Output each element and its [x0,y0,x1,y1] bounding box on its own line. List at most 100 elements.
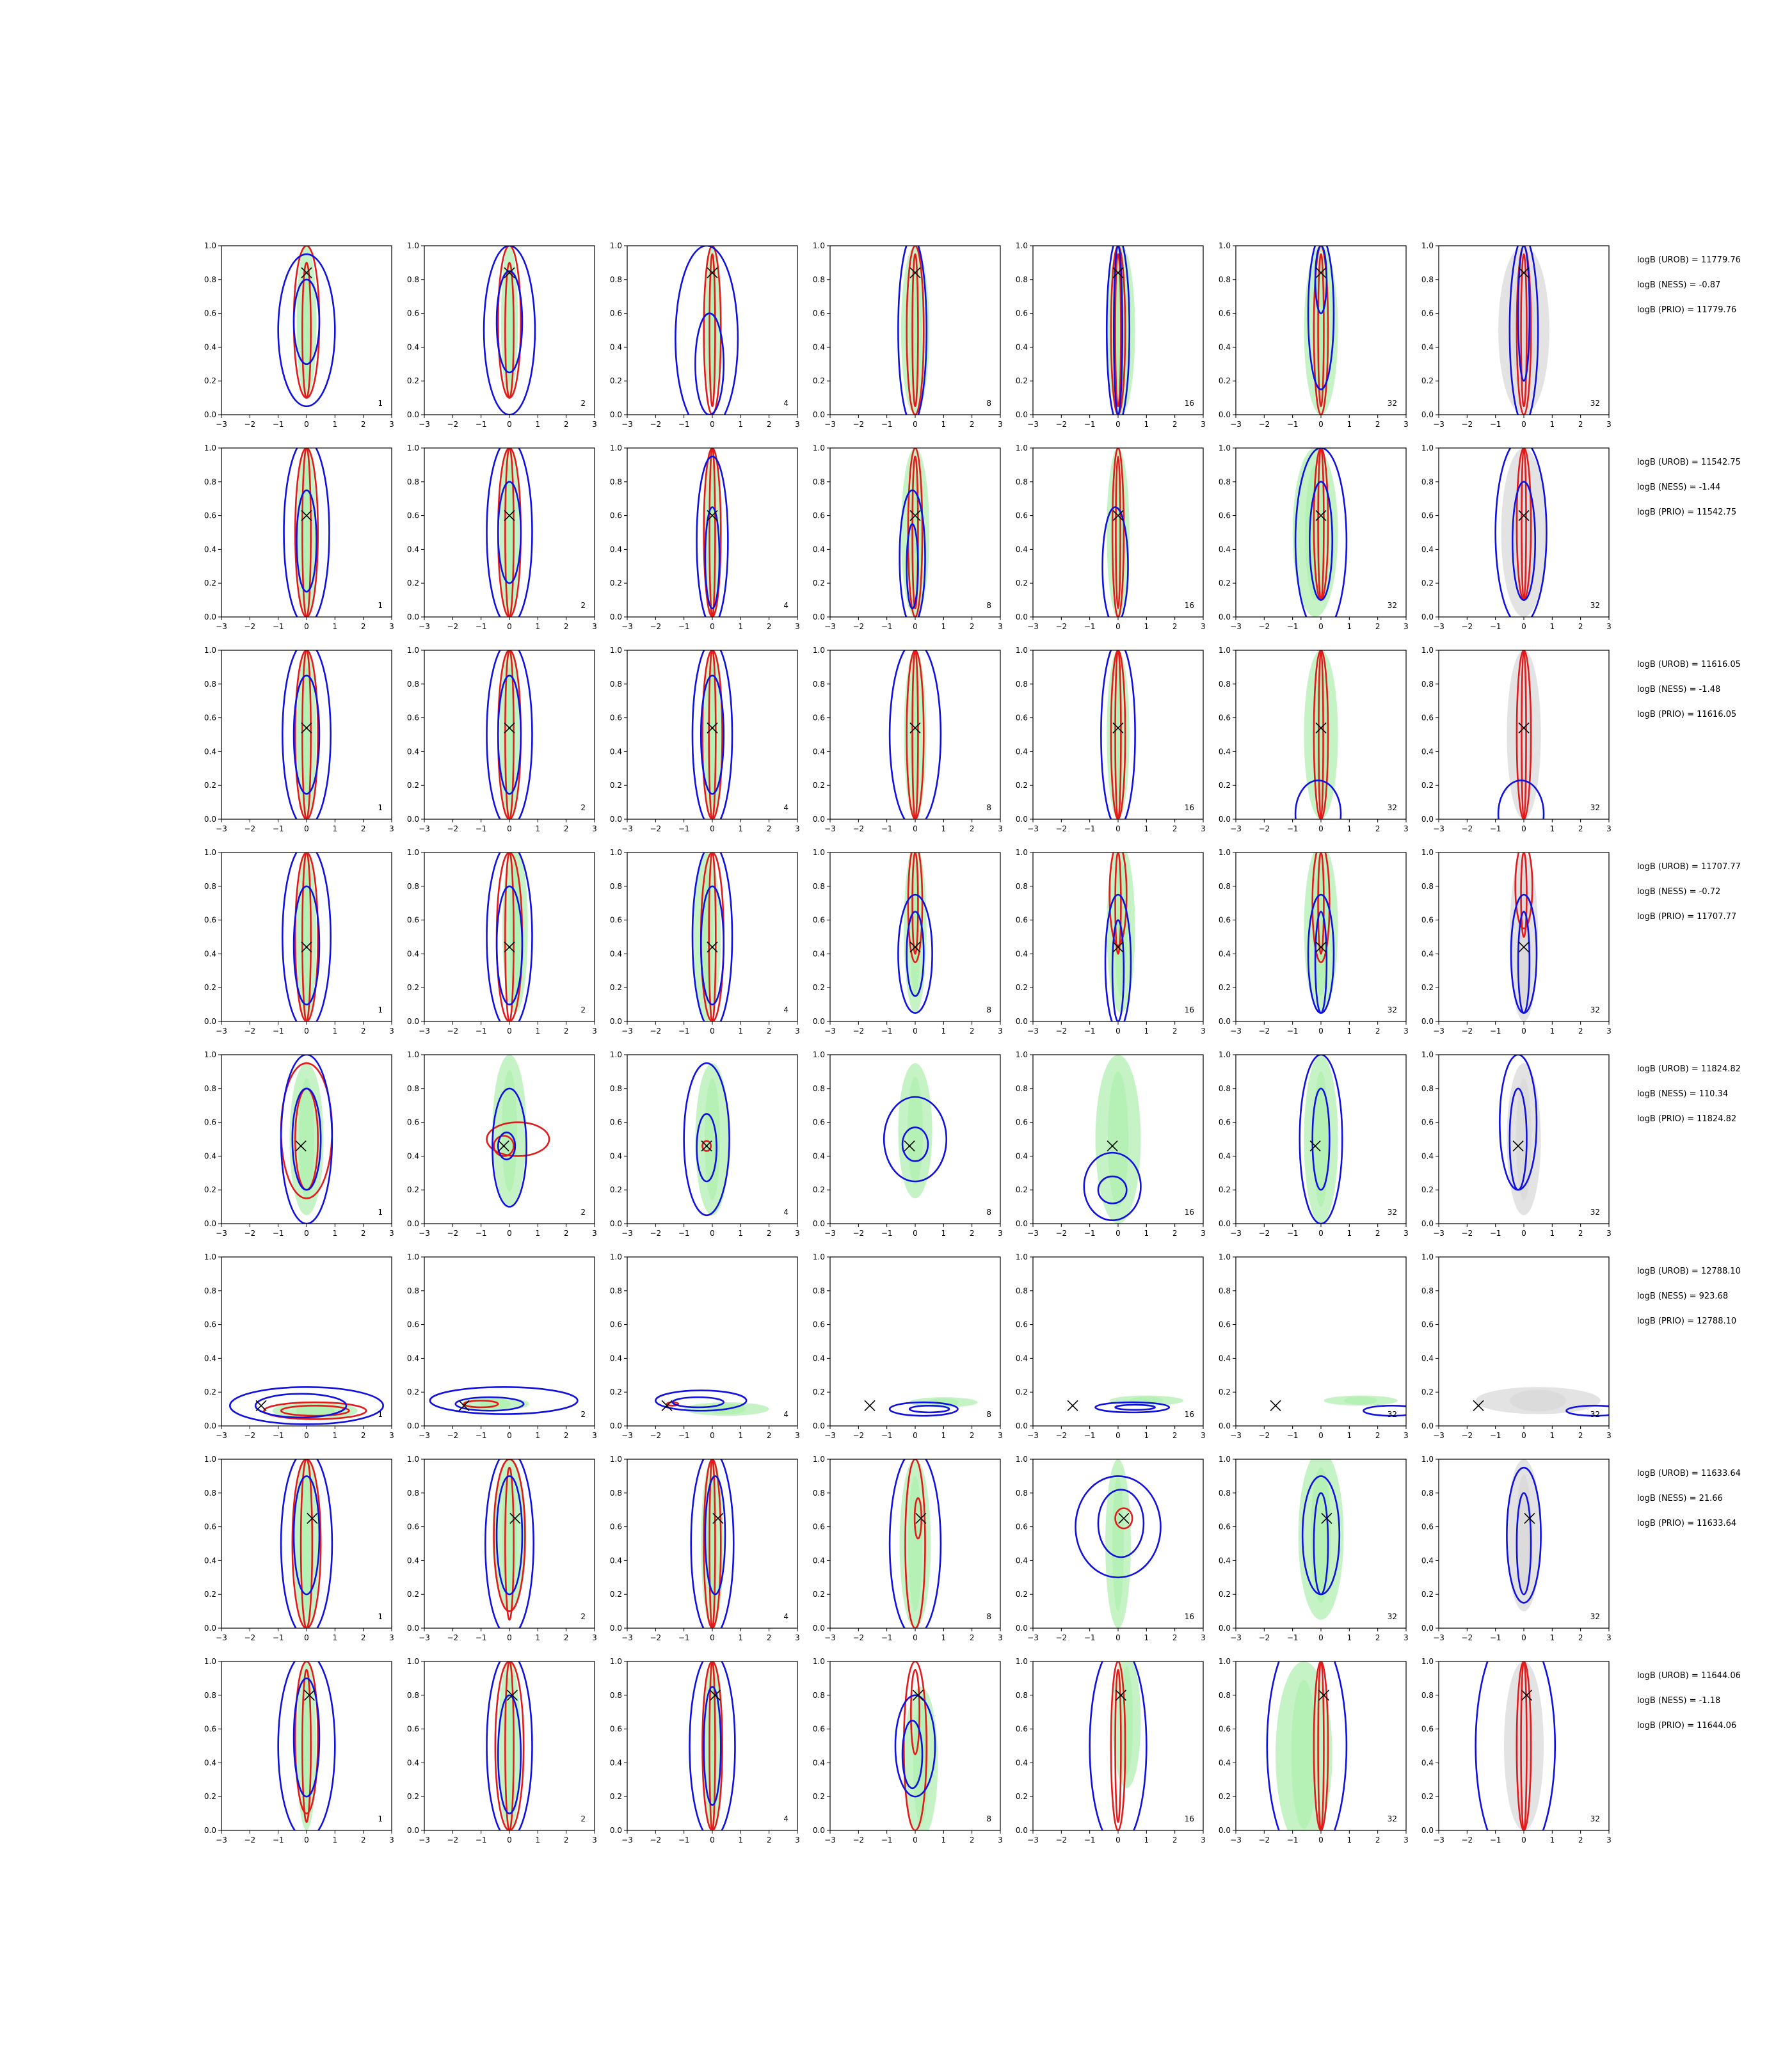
red-contour-2 [1114,253,1122,408]
x-tick-label: 2 [1172,824,1178,833]
x-tick-label: 0 [304,1633,309,1642]
panel-plot-area [486,852,533,1021]
blue-contour-1 [690,1459,735,1628]
y-tick-label: 0.2 [1219,1792,1231,1801]
x-tick-label: −2 [852,1633,864,1642]
x-tick-label: 1 [333,420,338,429]
panel-count-label: 32 [1590,803,1600,812]
x-tick-label: 3 [795,1027,800,1036]
row-8-logB-annotations: logB (UROB) = 11644.06 logB (NESS) = -1.1… [1637,1671,1741,1731]
y-tick-label: 0.2 [407,1590,419,1599]
y-tick-label: 1.0 [1016,1455,1028,1464]
y-tick-label: 0.0 [204,1826,216,1835]
x-tick-label: −2 [244,1633,255,1642]
y-tick-label: 0.0 [407,1219,419,1228]
red-contour-2 [504,1466,515,1621]
panel-count-label: 32 [1590,1005,1600,1014]
panel-plot-area [1104,852,1135,1021]
x-tick-label: 3 [389,1431,394,1440]
x-tick-label: −1 [678,1229,690,1238]
y-tick-label: 0.2 [1421,1792,1434,1801]
y-tick-label: 0.2 [1016,1590,1028,1599]
y-tick-label: 1.0 [1016,241,1028,250]
x-tick-label: −1 [1287,1836,1299,1844]
x-tick-label: 0 [1521,622,1526,631]
x-tick-label: 2 [970,824,975,833]
logb-urob-text: logB (UROB) = 11542.75 [1637,458,1741,467]
y-tick-label: 0.0 [1016,1219,1028,1228]
x-tick-label: −2 [1461,1229,1473,1238]
x-tick-label: −3 [1027,1431,1039,1440]
x-tick-label: −2 [650,622,661,631]
x-tick-label: 1 [536,1027,541,1036]
y-tick-label: 0.8 [407,1286,419,1295]
blue-contour-1 [888,650,942,819]
x-tick-label: 0 [1116,420,1121,429]
x-tick-label: −3 [824,1229,836,1238]
blue-contour-2 [906,523,919,610]
x-tick-label: −2 [244,622,255,631]
x-tick-label: −3 [216,1229,227,1238]
x-tick-label: −1 [1490,1836,1501,1844]
x-tick-label: −1 [1287,1431,1299,1440]
panel-plot-area [899,448,930,617]
x-tick-label: 3 [1606,1836,1612,1844]
y-tick-label: 0.2 [1219,983,1231,992]
y-tick-label: 0.0 [1219,1826,1231,1835]
x-tick-label: −2 [852,1027,864,1036]
true-value-marker [295,1140,307,1152]
x-tick-label: 2 [361,824,366,833]
y-tick-label: 1.0 [1421,444,1434,452]
x-tick-label: 1 [1347,622,1352,631]
x-tick-label: 0 [1116,622,1121,631]
x-tick-label: 3 [795,1431,800,1440]
y-tick-label: 0.4 [610,545,622,554]
y-tick-label: 0.6 [204,916,216,925]
x-tick-label: −1 [1490,1229,1501,1238]
blue-contour-1 [282,852,332,1021]
x-tick-label: 3 [1201,824,1206,833]
panel-r3-c2: −3 −2 −1 0 1 2 3 0.0 0.2 0.4 0.6 0.8 1.0 2 [407,646,597,833]
x-tick-label: 3 [389,1229,394,1238]
y-tick-label: 1.0 [1219,444,1231,452]
x-tick-label: −1 [678,420,690,429]
panel-count-label: 32 [1388,1005,1397,1014]
y-tick-label: 1.0 [1219,1252,1231,1261]
red-contour-2 [1318,650,1324,819]
true-value-marker [1321,1512,1332,1524]
blue-contour-2 [1517,246,1531,382]
x-tick-label: −3 [419,1229,430,1238]
true-value-marker [301,267,312,278]
x-tick-label: −1 [1084,1431,1096,1440]
green-density-fill-core [302,465,311,600]
y-tick-label: 0.6 [1219,1725,1231,1734]
y-tick-label: 0.6 [1421,1523,1434,1532]
y-tick-label: 0.0 [1219,1219,1231,1228]
y-tick-label: 0.6 [407,916,419,925]
y-tick-label: 0.8 [813,1286,825,1295]
x-tick-label: −3 [216,622,227,631]
x-tick-label: 3 [998,1027,1003,1036]
y-tick-label: 0.2 [610,983,622,992]
x-tick-label: −1 [476,824,487,833]
x-tick-label: 2 [1578,1027,1583,1036]
x-tick-label: −1 [476,420,487,429]
panel-r7-c4: −3 −2 −1 0 1 2 3 0.0 0.2 0.4 0.6 0.8 1.0 8 [813,1455,1003,1642]
row-3-logB-annotations: logB (UROB) = 11616.05 logB (NESS) = -1.4… [1637,660,1741,719]
x-tick-label: 1 [536,1836,541,1844]
blue-contour-2 [700,885,725,1005]
x-tick-label: −2 [447,824,458,833]
blue-contour-1 [897,246,928,415]
y-tick-label: 0.8 [610,882,622,891]
x-tick-label: 0 [1521,1431,1526,1440]
y-tick-label: 0.6 [610,1523,622,1532]
y-tick-label: 0.4 [204,1556,216,1565]
y-tick-label: 1.0 [1016,1657,1028,1666]
x-tick-label: 2 [361,420,366,429]
panel-r8-c5: −3 −2 −1 0 1 2 3 0.0 0.2 0.4 0.6 0.8 1.0 16 [1016,1657,1206,1844]
x-tick-label: 0 [1116,1633,1121,1642]
x-tick-label: −3 [419,1836,430,1844]
x-tick-label: 3 [592,1836,597,1844]
x-tick-label: 3 [592,1027,597,1036]
x-tick-label: −3 [419,1431,430,1440]
